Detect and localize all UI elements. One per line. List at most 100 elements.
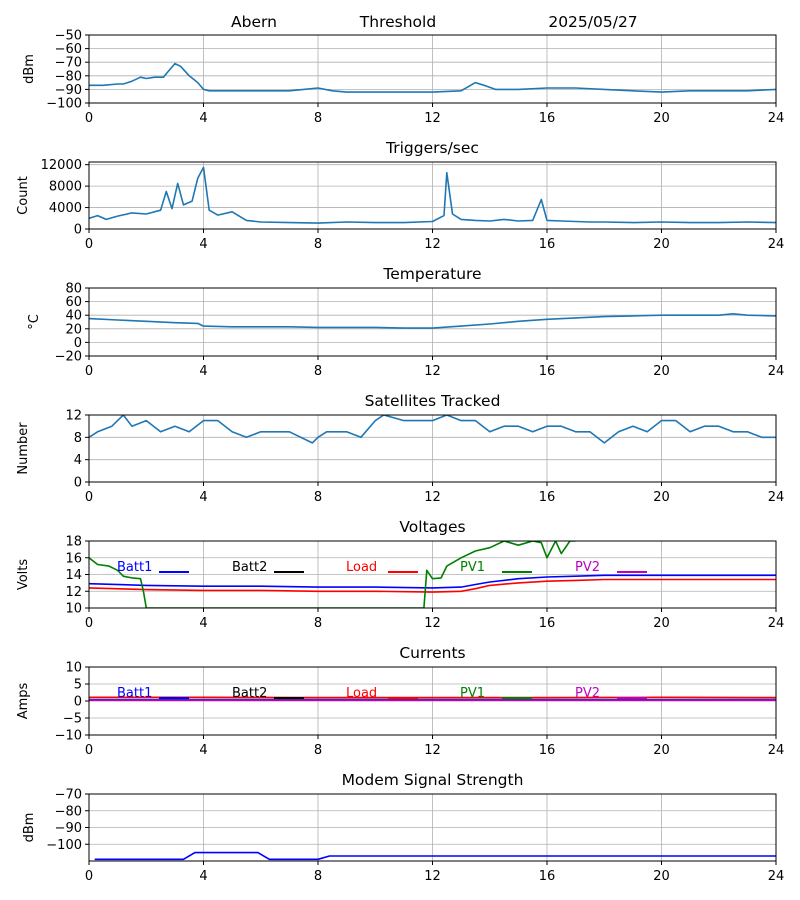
x-tick-label: 12 [424, 364, 441, 379]
y-tick-label: 0 [74, 476, 82, 491]
panel-threshold: 0 4 8 12 16 20 24 −100−90−80−70−60−50 dBm [22, 29, 784, 127]
series-line-threshold [89, 62, 776, 93]
series-group [94, 851, 776, 861]
series-group [89, 166, 776, 224]
x-tick-label: 12 [424, 869, 441, 884]
y-tick-label: −80 [55, 69, 82, 84]
x-tick-label: 16 [539, 490, 556, 505]
series-group [89, 62, 776, 93]
y-tick-label: −10 [55, 729, 82, 744]
series-line-modem [94, 851, 776, 861]
legend-label-load: Load [346, 560, 377, 575]
x-tick-label: 4 [199, 237, 207, 252]
x-tick-label: 4 [199, 743, 207, 758]
x-tick-label: 16 [539, 364, 556, 379]
x-tick-label: 4 [199, 869, 207, 884]
y-tick-label: 12 [65, 585, 82, 600]
y-axis-label: Number [16, 422, 31, 475]
x-tick-label: 0 [85, 743, 93, 758]
header-station: Abern [231, 13, 277, 31]
panel-title: Voltages [399, 518, 465, 536]
x-tick-label: 20 [653, 743, 670, 758]
x-tick-label: 12 [424, 743, 441, 758]
panel-title: Satellites Tracked [365, 392, 501, 410]
y-tick-label: −5 [63, 712, 82, 727]
y-tick-label: 10 [65, 661, 82, 676]
y-tick-label: 8000 [49, 180, 82, 195]
x-tick-label: 0 [85, 490, 93, 505]
y-axis-label: Amps [16, 682, 31, 719]
x-tick-label: 20 [653, 237, 670, 252]
x-tick-label: 20 [653, 364, 670, 379]
y-tick-label: 12 [65, 409, 82, 424]
legend-label-load: Load [346, 686, 377, 701]
panel-title: Triggers/sec [385, 139, 479, 157]
y-tick-label: −70 [55, 56, 82, 71]
y-tick-label: 0 [74, 695, 82, 710]
panel-title: Currents [399, 644, 465, 662]
y-tick-label: 0 [74, 223, 82, 238]
y-tick-label: −60 [55, 42, 82, 57]
x-tick-label: 4 [199, 616, 207, 631]
panel-modem: 0 4 8 12 16 20 24 −100 −90 −80−70 dBm Modem Signal … [22, 771, 784, 884]
series-line-load [89, 578, 776, 593]
x-tick-label: 8 [314, 743, 322, 758]
y-tick-label: −50 [55, 29, 82, 44]
x-tick-label: 24 [768, 616, 785, 631]
y-tick-label: 4000 [49, 201, 82, 216]
y-tick-label: −100 [46, 97, 82, 112]
header-date: 2025/05/27 [548, 13, 637, 31]
x-tick-label: 0 [85, 869, 93, 884]
y-tick-label: 80 [65, 282, 82, 297]
x-tick-label: 24 [768, 743, 785, 758]
series-group [89, 415, 776, 444]
x-tick-label: 24 [768, 364, 785, 379]
legend-label-pv2: PV2 [575, 560, 600, 575]
y-tick-label: 40 [65, 309, 82, 324]
legend-label-batt1: Batt1 [117, 686, 152, 701]
y-tick-label: 0 [74, 336, 82, 351]
y-axis-label: °C [27, 314, 42, 330]
x-tick-label: 12 [424, 111, 441, 126]
y-tick-label: −90 [55, 821, 82, 836]
x-tick-label: 16 [539, 616, 556, 631]
x-tick-label: 8 [314, 237, 322, 252]
x-tick-label: 8 [314, 111, 322, 126]
y-tick-label: −20 [55, 350, 82, 365]
y-axis-label: Count [16, 176, 31, 215]
x-tick-label: 0 [85, 237, 93, 252]
x-tick-label: 24 [768, 111, 785, 126]
y-tick-label: 4 [74, 453, 82, 468]
panel-currents: 0 4 8 12 16 20 24 −10 −5 0 5 10 Amps Currents Batt1 Bat… [16, 644, 784, 758]
y-tick-label: 10 [65, 602, 82, 617]
y-tick-label: 18 [65, 535, 82, 550]
panel-title: Modem Signal Strength [342, 771, 524, 789]
x-tick-label: 16 [539, 111, 556, 126]
y-axis-label: dBm [22, 813, 37, 843]
panel-triggers: 0 4 8 12 16 20 24 0 4000 8000 12000 Count Triggers/s… [16, 139, 784, 252]
y-tick-label: 5 [74, 678, 82, 693]
x-tick-label: 4 [199, 364, 207, 379]
x-tick-label: 16 [539, 743, 556, 758]
header-mode: Threshold [359, 13, 436, 31]
x-tick-label: 16 [539, 237, 556, 252]
x-tick-label: 12 [424, 237, 441, 252]
y-axis-label: dBm [22, 54, 37, 84]
x-tick-label: 20 [653, 490, 670, 505]
y-tick-label: 12000 [41, 158, 82, 173]
y-tick-label: −90 [55, 83, 82, 98]
y-tick-label: −70 [55, 788, 82, 803]
panel-satellites: 0 4 8 12 16 20 24 0 4 8 12 Number Satellites Tracked [16, 392, 784, 505]
x-tick-label: 4 [199, 490, 207, 505]
legend-label-pv1: PV1 [460, 686, 485, 701]
x-tick-label: 0 [85, 364, 93, 379]
legend-label-batt2: Batt2 [232, 686, 267, 701]
x-tick-label: 4 [199, 111, 207, 126]
legend-label-pv2: PV2 [575, 686, 600, 701]
legend-label-pv1: PV1 [460, 560, 485, 575]
panel-title: Temperature [382, 265, 481, 283]
legend-label-batt2: Batt2 [232, 560, 267, 575]
